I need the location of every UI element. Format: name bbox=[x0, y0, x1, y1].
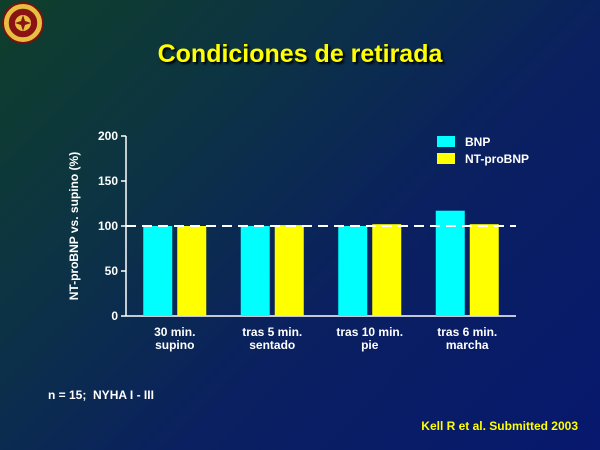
x-tick-label: tras 5 min. bbox=[242, 325, 302, 339]
bar-bnp bbox=[143, 226, 173, 316]
y-tick-label: 50 bbox=[105, 264, 119, 278]
x-tick-label: sentado bbox=[249, 338, 295, 352]
x-tick-label: 30 min. bbox=[154, 325, 195, 339]
legend-swatch bbox=[437, 136, 455, 147]
x-tick-label: tras 6 min. bbox=[437, 325, 497, 339]
bar-nt-probnp bbox=[372, 224, 402, 316]
legend-label: BNP bbox=[465, 135, 490, 149]
legend-swatch bbox=[437, 153, 455, 164]
y-tick-label: 200 bbox=[98, 129, 118, 143]
x-tick-label: supino bbox=[155, 338, 194, 352]
bar-nt-probnp bbox=[177, 226, 207, 316]
x-tick-label: pie bbox=[361, 338, 379, 352]
bar-bnp bbox=[240, 226, 270, 316]
slide-title: Condiciones de retirada bbox=[157, 40, 443, 68]
citation: Kell R et al. Submitted 2003 bbox=[421, 419, 578, 433]
x-tick-label: marcha bbox=[446, 338, 489, 352]
bar-bnp bbox=[435, 210, 465, 316]
legend-label: NT-proBNP bbox=[465, 152, 529, 166]
bar-nt-probnp bbox=[469, 224, 499, 316]
y-tick-label: 0 bbox=[111, 309, 118, 323]
footnote: n = 15; NYHA I - III bbox=[48, 388, 154, 402]
university-seal-logo bbox=[2, 2, 44, 44]
y-tick-label: 150 bbox=[98, 174, 118, 188]
bar-bnp bbox=[338, 226, 368, 316]
bar-nt-probnp bbox=[274, 225, 304, 316]
y-tick-label: 100 bbox=[98, 219, 118, 233]
x-tick-label: tras 10 min. bbox=[336, 325, 403, 339]
